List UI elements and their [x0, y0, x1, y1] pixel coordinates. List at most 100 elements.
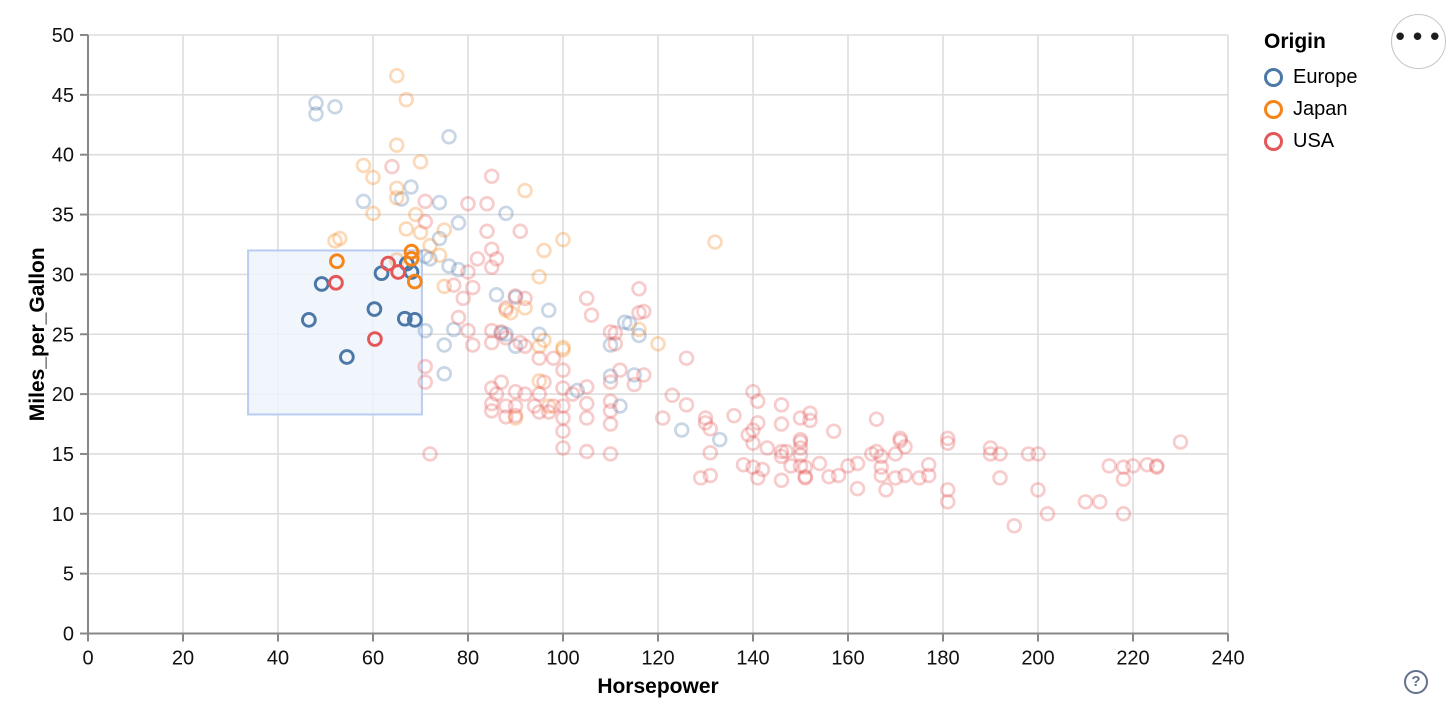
data-point-europe [431, 230, 448, 247]
data-point-japan [389, 180, 405, 196]
data-point-usa [479, 223, 495, 240]
help-button[interactable]: ? [1404, 670, 1428, 694]
data-point-usa [498, 398, 514, 414]
data-point-usa [607, 325, 623, 341]
data-point-usa [484, 322, 500, 339]
data-point-usa [849, 480, 866, 497]
data-point-usa [868, 411, 885, 427]
data-point-usa [773, 397, 790, 413]
data-point-usa [745, 383, 761, 400]
data-point-usa [484, 241, 500, 258]
data-point-europe [403, 179, 419, 195]
data-point-usa [873, 459, 889, 475]
data-point-usa [749, 470, 766, 486]
data-point-usa [749, 415, 766, 431]
data-point-usa [635, 367, 652, 383]
data-point-usa [797, 470, 813, 486]
data-point-usa [1148, 459, 1165, 475]
data-point-usa [920, 456, 937, 473]
data-point-europe [441, 258, 457, 274]
data-point-usa [939, 494, 956, 510]
data-point-usa [450, 309, 467, 326]
data-point-usa [512, 223, 528, 240]
x-tick-label: 240 [1211, 648, 1244, 670]
data-point-usa [417, 213, 434, 230]
data-point-usa [678, 350, 695, 366]
data-point-japan [389, 190, 405, 206]
legend-item-europe[interactable]: Europe [1256, 66, 1358, 88]
legend-ring-icon [1264, 132, 1283, 151]
data-point-usa [602, 416, 619, 432]
x-axis-title: Horsepower [597, 675, 718, 698]
data-point-usa [892, 430, 908, 447]
data-point-usa [512, 334, 528, 351]
x-tick-label: 180 [926, 648, 959, 670]
data-point-usa [840, 458, 856, 474]
data-point-usa [612, 362, 628, 378]
data-point-usa [797, 459, 813, 475]
data-point-japan [531, 338, 547, 354]
data-point-europe [498, 326, 514, 343]
data-point-europe [431, 194, 448, 211]
data-point-usa [602, 446, 619, 462]
data-point-usa [749, 393, 766, 410]
data-point-japan [389, 137, 405, 153]
data-point-usa [484, 380, 500, 396]
data-point-europe [626, 367, 642, 383]
selected-data-point-europe [301, 312, 317, 328]
data-point-japan [412, 154, 429, 170]
legend-item-japan[interactable]: Japan [1256, 98, 1358, 120]
data-point-usa [897, 467, 913, 484]
data-point-usa [792, 440, 809, 456]
data-point-usa [939, 430, 956, 447]
data-point-europe [569, 382, 585, 399]
data-point-usa [545, 398, 562, 414]
legend-item-usa[interactable]: USA [1256, 130, 1358, 152]
selected-data-point-europe [366, 301, 383, 317]
x-tick-label: 220 [1116, 648, 1149, 670]
data-point-usa [417, 193, 434, 210]
x-tick-label: 20 [172, 648, 194, 670]
data-point-usa [792, 431, 809, 448]
data-point-europe [308, 95, 324, 111]
data-point-japan [398, 91, 415, 108]
data-point-usa [849, 455, 866, 472]
data-point-usa [920, 467, 937, 484]
data-point-usa [498, 330, 514, 346]
data-point-usa [531, 350, 547, 366]
data-point-usa [1148, 458, 1165, 474]
y-tick-label: 15 [52, 444, 74, 466]
selected-data-point-europe [339, 349, 355, 365]
data-point-japan [517, 182, 533, 199]
data-point-japan [412, 224, 429, 241]
data-point-japan [408, 206, 424, 223]
data-point-japan [498, 302, 514, 319]
data-point-usa [982, 440, 999, 456]
x-tick-label: 60 [362, 648, 384, 670]
data-point-usa [1101, 458, 1117, 474]
data-point-usa [792, 458, 809, 474]
data-point-usa [1030, 446, 1046, 462]
legend-item-label: Europe [1293, 66, 1358, 88]
data-point-usa [802, 405, 818, 422]
data-point-europe [355, 193, 372, 210]
data-point-usa [745, 459, 761, 475]
data-point-usa [863, 446, 880, 462]
data-point-usa [507, 407, 524, 424]
data-point-usa [446, 277, 462, 293]
selected-data-point-usa [328, 274, 344, 291]
data-point-japan [555, 231, 571, 248]
data-point-europe [422, 251, 438, 267]
options-menu-button[interactable]: ••• [1391, 14, 1446, 69]
data-point-usa [873, 448, 889, 465]
data-point-usa [745, 435, 761, 451]
data-point-europe [616, 314, 633, 331]
data-point-usa [1030, 482, 1046, 498]
data-point-japan [536, 242, 552, 259]
data-point-europe [631, 327, 647, 344]
data-point-usa [498, 300, 514, 316]
data-point-usa [484, 334, 500, 351]
data-point-usa [626, 376, 642, 393]
